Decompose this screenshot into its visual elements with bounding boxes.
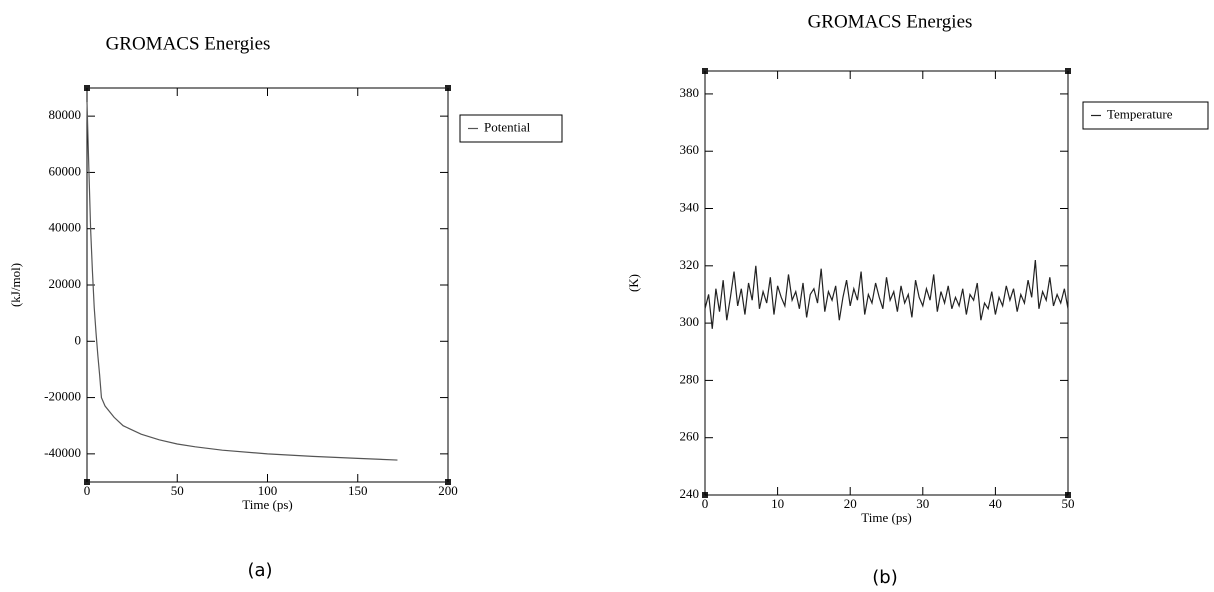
x-tick-label: 0 bbox=[84, 483, 91, 498]
x-tick-label: 100 bbox=[258, 483, 278, 498]
legend-label: Temperature bbox=[1107, 106, 1173, 121]
x-tick-label: 50 bbox=[1062, 496, 1075, 511]
y-tick-label: 340 bbox=[680, 199, 700, 214]
y-tick-label: 80000 bbox=[49, 107, 82, 122]
chart-title: GROMACS Energies bbox=[106, 33, 271, 54]
chart-title: GROMACS Energies bbox=[808, 11, 973, 32]
y-tick-label: 40000 bbox=[49, 220, 82, 235]
caption: (a) bbox=[247, 560, 272, 581]
y-tick-label: 320 bbox=[680, 257, 700, 272]
x-tick-label: 150 bbox=[348, 483, 368, 498]
y-tick-label: 360 bbox=[680, 142, 700, 157]
y-tick-label: 0 bbox=[75, 332, 82, 347]
y-tick-label: 260 bbox=[680, 429, 700, 444]
x-tick-label: 40 bbox=[989, 496, 1002, 511]
x-axis-label: Time (ps) bbox=[861, 510, 911, 525]
legend-label: Potential bbox=[484, 119, 531, 134]
y-tick-label: -40000 bbox=[44, 445, 81, 460]
x-tick-label: 30 bbox=[916, 496, 929, 511]
plot-frame bbox=[86, 87, 449, 483]
x-tick-label: 0 bbox=[702, 496, 709, 511]
y-axis-label: (kJ/mol) bbox=[8, 263, 23, 307]
line-series bbox=[704, 260, 1069, 329]
y-tick-label: 60000 bbox=[49, 163, 82, 178]
y-tick-label: 280 bbox=[680, 371, 700, 386]
x-tick-label: 50 bbox=[171, 483, 184, 498]
plot-frame bbox=[704, 70, 1069, 496]
y-axis-label: (K) bbox=[626, 274, 641, 292]
y-tick-label: 380 bbox=[680, 85, 700, 100]
y-tick-label: 20000 bbox=[49, 276, 82, 291]
y-tick-label: 240 bbox=[680, 486, 700, 501]
x-tick-label: 200 bbox=[438, 483, 458, 498]
x-axis-label: Time (ps) bbox=[242, 497, 292, 512]
caption: (b) bbox=[872, 567, 897, 588]
legend-box bbox=[1082, 101, 1209, 130]
x-tick-label: 20 bbox=[844, 496, 857, 511]
y-tick-label: -20000 bbox=[44, 389, 81, 404]
y-tick-label: 300 bbox=[680, 314, 700, 329]
line-series bbox=[86, 102, 398, 461]
x-tick-label: 10 bbox=[771, 496, 784, 511]
